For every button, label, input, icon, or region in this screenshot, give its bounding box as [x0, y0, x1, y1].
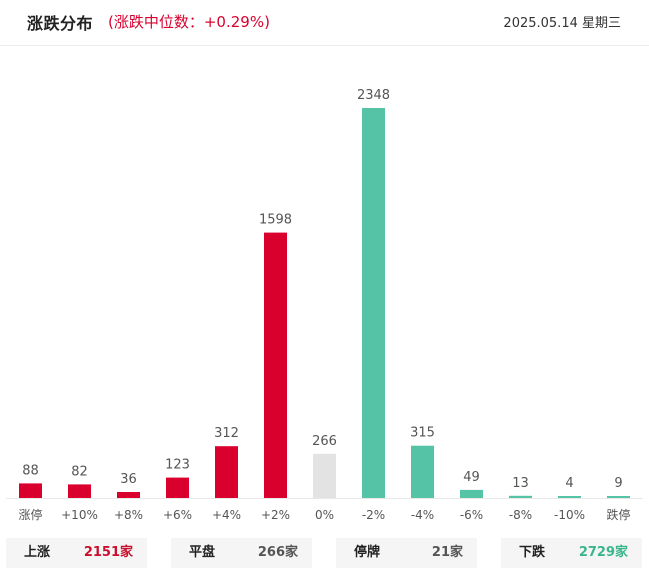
- bar-value-label-0: 88: [22, 463, 39, 478]
- chart-header: 涨跌分布 (涨跌中位数：+0.29%) 2025.05.14 星期三: [0, 0, 649, 46]
- median-change-label: (涨跌中位数：+0.29%): [108, 13, 270, 31]
- stat-down-value: 2729家: [578, 545, 628, 560]
- bar-value-label-9: 49: [463, 470, 480, 485]
- bar-2: [117, 492, 140, 498]
- category-label-3: +6%: [163, 508, 192, 522]
- stat-down-label: 下跌: [519, 545, 546, 560]
- category-label-10: -8%: [509, 508, 532, 522]
- category-label-4: +4%: [212, 508, 241, 522]
- stat-up: 上涨 2151家: [6, 538, 147, 568]
- bar-value-label-3: 123: [165, 458, 190, 473]
- bar-value-label-1: 82: [71, 464, 88, 479]
- bar-3: [166, 477, 189, 498]
- bar-12: [607, 496, 630, 498]
- bar-value-label-7: 2348: [357, 88, 390, 103]
- bar-11: [558, 496, 581, 498]
- stat-up-value: 2151家: [83, 545, 133, 560]
- bar-value-label-4: 312: [214, 426, 239, 441]
- bar-6: [313, 453, 336, 498]
- bar-7: [362, 108, 385, 498]
- bar-8: [411, 445, 434, 498]
- distribution-bar-chart: 88 涨停 82 +10% 36 +8% 123 +6% 312 +4% 1598 +2% 266 0% 2…: [6, 88, 643, 522]
- category-label-8: -4%: [411, 508, 434, 522]
- stat-halt-value: 21家: [431, 545, 463, 560]
- summary-bar: 上涨 2151家 平盘 266家 停牌 21家 下跌 2729家: [0, 538, 649, 570]
- bar-value-label-12: 9: [614, 476, 622, 491]
- bar-value-label-6: 266: [312, 434, 337, 449]
- category-label-2: +8%: [114, 508, 143, 522]
- stat-up-label: 上涨: [24, 545, 51, 560]
- chart-title: 涨跌分布: [27, 14, 94, 33]
- bar-1: [68, 484, 91, 498]
- category-label-12: 跌停: [606, 507, 630, 522]
- stat-flat-value: 266家: [257, 545, 298, 560]
- bar-9: [460, 489, 483, 498]
- bar-0: [19, 483, 42, 498]
- stat-down: 下跌 2729家: [501, 538, 642, 568]
- category-label-11: -10%: [554, 508, 585, 522]
- category-label-9: -6%: [460, 508, 483, 522]
- category-label-0: 涨停: [18, 507, 42, 522]
- stat-halt-label: 停牌: [354, 545, 381, 560]
- bar-value-label-8: 315: [410, 426, 435, 441]
- bar-value-label-5: 1598: [259, 213, 292, 228]
- bar-value-label-2: 36: [120, 472, 137, 487]
- bar-value-label-11: 4: [565, 476, 573, 491]
- bar-5: [264, 232, 287, 498]
- category-label-5: +2%: [261, 508, 290, 522]
- category-label-6: 0%: [315, 508, 334, 522]
- category-label-7: -2%: [362, 508, 385, 522]
- bar-value-label-10: 13: [512, 476, 529, 491]
- header-divider: [0, 45, 649, 46]
- stat-flat-label: 平盘: [189, 545, 216, 560]
- bar-4: [215, 446, 238, 498]
- category-label-1: +10%: [61, 508, 98, 522]
- date-label: 2025.05.14 星期三: [503, 16, 621, 31]
- stat-flat: 平盘 266家: [171, 538, 312, 568]
- bar-10: [509, 495, 532, 498]
- stat-halt: 停牌 21家: [336, 538, 477, 568]
